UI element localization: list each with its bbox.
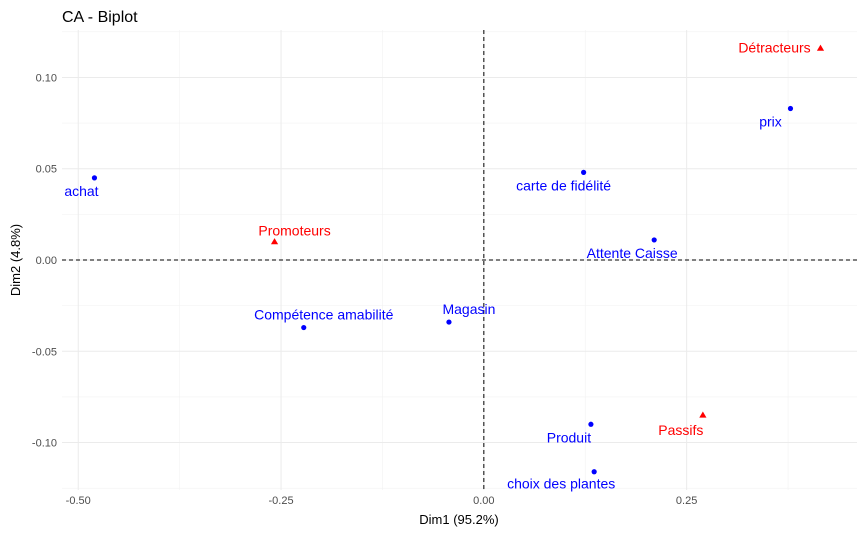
data-labels: achat prix carte de fidélité Attente Caisse…	[64, 39, 810, 491]
x-axis-title: Dim1 (95.2%)	[419, 512, 498, 527]
point-label: prix	[759, 113, 782, 129]
point-label: Promoteurs	[258, 223, 330, 239]
y-tick-label: 0.10	[36, 72, 57, 84]
point-marker	[301, 324, 307, 331]
y-tick-label: 0.00	[36, 255, 57, 267]
point-label: Passifs	[658, 422, 703, 438]
point-marker	[591, 469, 597, 475]
y-tick-label: 0.05	[36, 164, 57, 176]
point-marker	[91, 175, 98, 181]
y-tick-label: -0.05	[32, 346, 57, 358]
point-marker	[581, 169, 587, 175]
y-axis-title: Dim2 (4.8%)	[8, 224, 23, 296]
x-tick-label: 0.25	[676, 495, 697, 507]
point-label: Attente Caisse	[587, 245, 678, 261]
point-marker	[651, 237, 657, 243]
triangle-marker	[270, 238, 279, 245]
point-marker	[446, 319, 452, 325]
y-tick-label: -0.10	[32, 438, 57, 450]
point-label: Produit	[547, 429, 591, 445]
point-label: carte de fidélité	[516, 177, 611, 193]
point-label: Détracteurs	[738, 39, 810, 55]
x-tick-label: -0.25	[268, 495, 293, 507]
point-label: achat	[64, 183, 98, 199]
point-marker	[787, 105, 794, 112]
x-tick-label: 0.00	[473, 495, 494, 507]
triangle-marker	[699, 411, 707, 418]
chart-title: CA - Biplot	[62, 9, 138, 26]
point-label: choix des plantes	[507, 476, 615, 492]
point-marker	[588, 421, 594, 427]
point-label: Compétence amabilité	[254, 307, 394, 323]
point-label: Magasin	[442, 301, 495, 317]
x-tick-label: -0.50	[66, 495, 91, 507]
triangle-marker	[816, 44, 825, 51]
axis-ticks: -0.50 -0.25 0.00 0.25 -0.10 -0.05 0.00 0.05 0.10	[32, 72, 697, 507]
data-points	[91, 44, 825, 475]
